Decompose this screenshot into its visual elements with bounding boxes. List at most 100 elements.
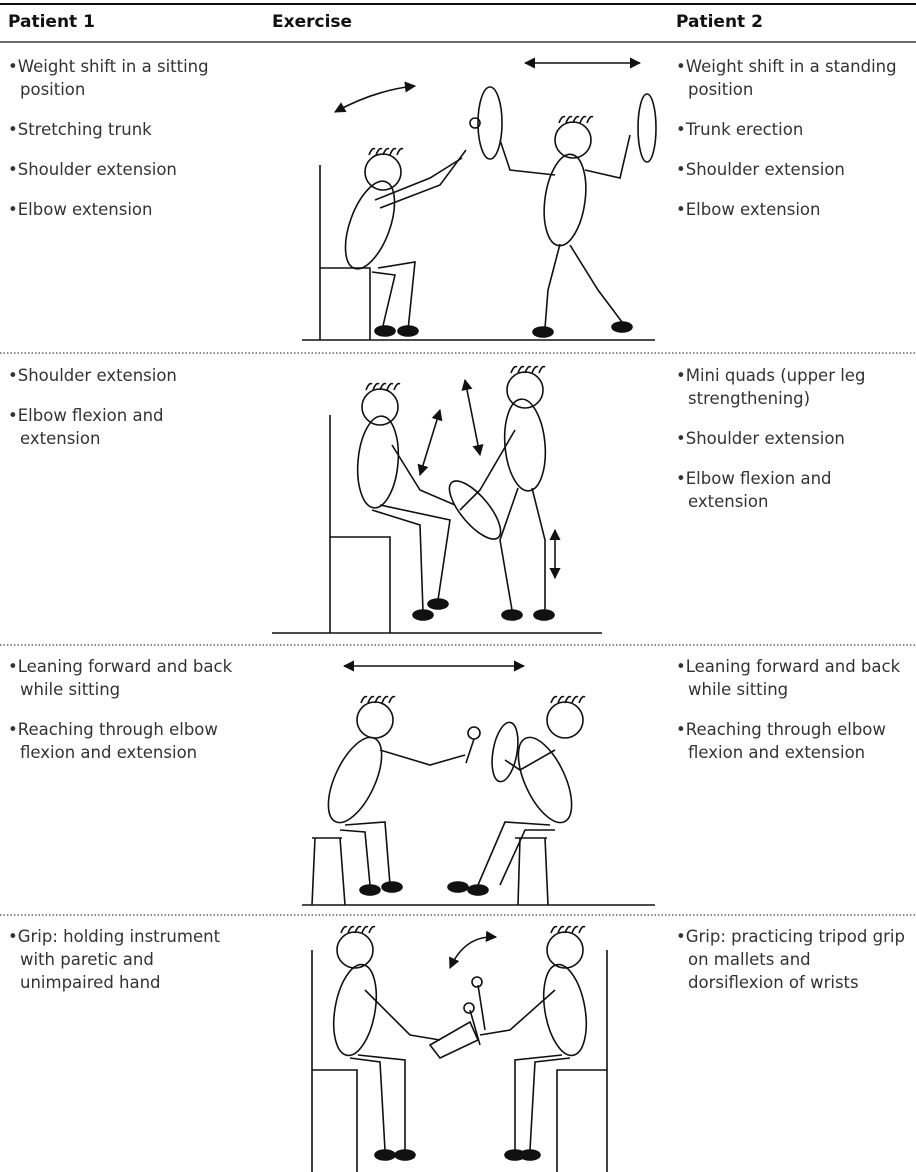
hair	[558, 115, 566, 124]
body	[327, 736, 383, 824]
head	[336, 931, 374, 969]
hair	[379, 382, 387, 391]
sketch	[374, 157, 463, 201]
sketch	[499, 139, 556, 176]
head	[361, 388, 399, 426]
sketch	[377, 261, 416, 331]
foot	[533, 609, 555, 621]
sketch	[379, 149, 467, 209]
sketch	[344, 821, 391, 886]
patient2-list: Weight shift in a standing position Trunk…	[676, 55, 911, 238]
sketch	[312, 1069, 358, 1172]
hair	[557, 695, 565, 704]
hair	[564, 925, 572, 934]
body	[356, 415, 400, 509]
foot	[359, 884, 381, 896]
list-item: Elbow extension	[676, 198, 911, 221]
head	[364, 153, 402, 191]
list-item: Reaching through elbow flexion and exten…	[8, 718, 248, 764]
foot	[394, 1149, 416, 1161]
sketch	[584, 134, 631, 179]
sketch	[477, 821, 551, 886]
list-item: Shoulder extension	[676, 427, 911, 450]
head	[546, 931, 584, 969]
list-item: Stretching trunk	[8, 118, 248, 141]
sketch	[339, 837, 346, 906]
body	[543, 153, 587, 247]
hair	[578, 925, 586, 934]
hair	[360, 695, 368, 704]
sketch	[479, 989, 556, 1036]
drum	[637, 93, 657, 163]
list-item: Elbow flexion and extension	[676, 467, 911, 513]
list-item: Weight shift in a sitting position	[8, 55, 248, 101]
hair	[386, 382, 394, 391]
body	[332, 963, 378, 1057]
body	[503, 398, 547, 492]
sketch	[544, 243, 561, 329]
list-item: Mini quads (upper leg strengthening)	[676, 364, 911, 410]
hair	[538, 365, 546, 374]
list-item: Grip: practicing tripod grip on mallets …	[676, 925, 911, 994]
hair	[388, 695, 396, 704]
header-exercise: Exercise	[272, 12, 353, 32]
foot	[501, 609, 523, 621]
list-item: Trunk erection	[676, 118, 911, 141]
body	[344, 180, 396, 270]
hair	[517, 365, 525, 374]
hair	[368, 925, 376, 934]
sketch	[311, 837, 316, 906]
hair	[396, 147, 404, 156]
hair	[381, 695, 389, 704]
hair	[365, 382, 373, 391]
sketch	[428, 1020, 480, 1059]
hair	[571, 695, 579, 704]
body	[517, 736, 573, 824]
foot	[611, 321, 633, 333]
hair	[375, 147, 383, 156]
head	[554, 121, 592, 159]
head	[506, 371, 544, 409]
sketch	[391, 444, 456, 506]
list-item: Elbow extension	[8, 198, 248, 221]
head	[356, 701, 394, 739]
hair	[361, 925, 369, 934]
hair	[550, 695, 558, 704]
sketch	[469, 1009, 481, 1046]
patient2-list: Leaning forward and back while sitting Re…	[676, 655, 911, 781]
head	[546, 701, 584, 739]
hair	[579, 115, 587, 124]
hair	[367, 695, 375, 704]
foot	[412, 609, 434, 621]
hair	[586, 115, 594, 124]
foot	[532, 326, 554, 338]
patient1-list: Shoulder extension Elbow flexion and exte…	[8, 364, 248, 467]
foot	[519, 1149, 541, 1161]
list-item: Reaching through elbow flexion and exten…	[676, 718, 911, 764]
mallet	[467, 726, 481, 740]
sketch	[531, 487, 546, 610]
hair	[550, 925, 558, 934]
sketch	[544, 837, 549, 906]
hair	[347, 925, 355, 934]
list-item: Shoulder extension	[676, 158, 911, 181]
illustrations	[272, 57, 657, 1172]
arrow	[461, 378, 484, 457]
hair	[382, 147, 390, 156]
sketch	[379, 749, 466, 766]
hair	[557, 925, 565, 934]
patient1-list: Grip: holding instrument with paretic an…	[8, 925, 248, 1011]
patient1-list: Leaning forward and back while sitting Re…	[8, 655, 248, 781]
hair	[531, 365, 539, 374]
list-item: Grip: holding instrument with paretic an…	[8, 925, 248, 994]
sketch	[556, 1069, 607, 1172]
header-patient2: Patient 2	[676, 12, 763, 32]
list-item: Weight shift in a standing position	[676, 55, 911, 101]
sketch	[569, 244, 623, 323]
list-item: Leaning forward and back while sitting	[676, 655, 911, 701]
list-item: Leaning forward and back while sitting	[8, 655, 248, 701]
hair	[524, 365, 532, 374]
foot	[397, 325, 419, 337]
sketch	[477, 984, 486, 1031]
